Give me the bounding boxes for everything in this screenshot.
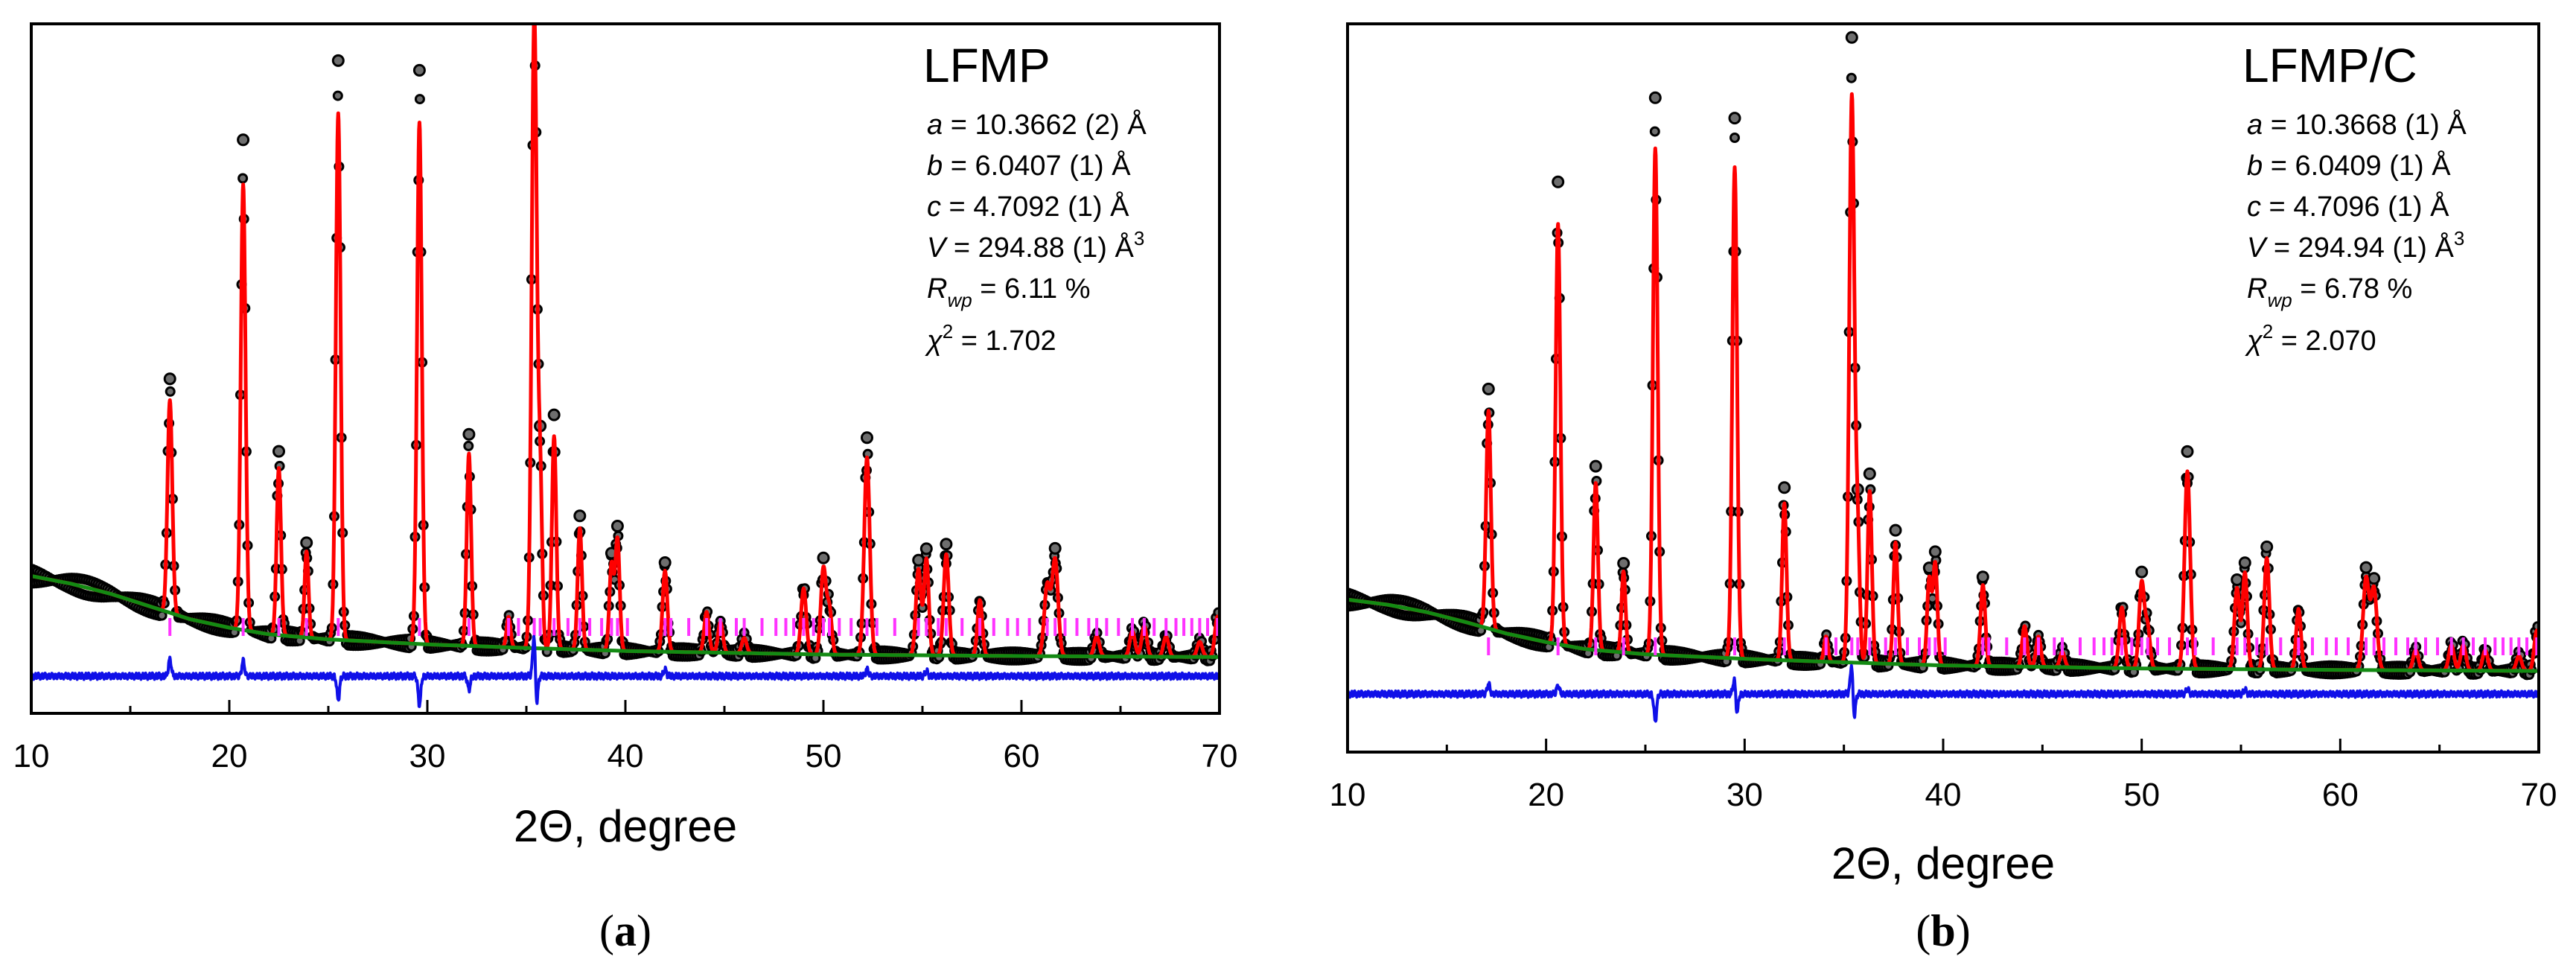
- observed-peak-point: [2181, 445, 2194, 458]
- observed-point: [1649, 126, 1660, 137]
- observed-peak-point: [547, 408, 561, 421]
- panel-a-param-c: c = 4.7092 (1) Å: [927, 190, 1129, 223]
- panel-a-plot-area: [31, 24, 1220, 708]
- observed-peak-point: [817, 551, 830, 564]
- panel-b-param-chi2: χ2 = 2.070: [2245, 320, 2376, 357]
- x-tick-label: 10: [13, 738, 50, 774]
- panel-a-param-v: V = 294.88 (1) Å3: [927, 227, 1144, 264]
- x-tick-label: 40: [1925, 777, 1962, 813]
- panel-a-param-a: a = 10.3662 (2) Å: [927, 108, 1147, 141]
- x-tick-label: 20: [211, 738, 248, 774]
- x-tick-label: 40: [608, 738, 644, 774]
- observed-peak-point: [1863, 467, 1876, 480]
- observed-peak-point: [912, 553, 925, 567]
- panel-b-x-ticks: 10 20 30 40 50 60 70: [1330, 739, 2557, 813]
- observed-peak-point: [1928, 545, 1942, 558]
- observed-peak-point: [1048, 541, 1062, 555]
- x-tick-label: 50: [2123, 777, 2160, 813]
- panel-a-sample-name: LFMP: [923, 39, 1051, 92]
- panel-b-chart: 10 20 30 40 50 60 70 2Θ, degree LFMP/C a = 10.…: [1330, 22, 2557, 955]
- observed-peak-point: [462, 427, 476, 441]
- panel-a-lattice-parameters: a = 10.3662 (2) Å b = 6.0407 (1) Å c = 4…: [925, 108, 1147, 357]
- x-tick-label: 50: [806, 738, 842, 774]
- panel-b-param-v: V = 294.94 (1) Å3: [2247, 227, 2464, 264]
- observed-peak-point: [300, 536, 313, 550]
- panel-b-sample-name: LFMP/C: [2242, 39, 2417, 92]
- x-tick-label: 30: [409, 738, 446, 774]
- x-tick-label: 20: [1528, 777, 1564, 813]
- observed-peak-point: [940, 538, 953, 551]
- observed-peak-point: [412, 63, 426, 77]
- observed-peak-point: [2238, 556, 2251, 570]
- panel-b-param-c: c = 4.7096 (1) Å: [2247, 190, 2449, 223]
- x-tick-label: 30: [1727, 777, 1763, 813]
- panel-b-lattice-parameters: a = 10.3668 (1) Å b = 6.0409 (1) Å c = 4…: [2245, 108, 2467, 357]
- panel-a-x-axis-title: 2Θ, degree: [514, 801, 737, 851]
- observed-peak-point: [1482, 382, 1495, 395]
- observed-point: [463, 440, 474, 451]
- observed-peak-point: [1845, 31, 1858, 44]
- observed-peak-point: [2260, 540, 2274, 553]
- observed-point: [414, 94, 425, 105]
- observed-peak-point: [2231, 573, 2244, 586]
- observed-peak-point: [331, 54, 345, 67]
- observed-peak-point: [919, 542, 933, 555]
- panel-b-param-rwp: Rwp = 6.78 %: [2247, 273, 2412, 311]
- panel-b-x-axis-title: 2Θ, degree: [1831, 838, 2055, 888]
- observed-peak-point: [658, 556, 672, 569]
- observed-peak-point: [610, 520, 624, 532]
- observed-peak-point: [2368, 572, 2381, 585]
- x-tick-label: 60: [1004, 738, 1040, 774]
- observed-point: [1846, 72, 1857, 83]
- panel-a-chart: 10 20 30 40 50 60 70 2Θ, degree LFMP a = 10.36…: [13, 22, 1238, 955]
- panel-a-param-b: b = 6.0407 (1) Å: [927, 149, 1131, 182]
- observed-peak-point: [237, 133, 250, 147]
- panel-a-label: (a): [599, 906, 651, 955]
- observed-point: [237, 173, 249, 184]
- observed-peak-point: [163, 372, 176, 386]
- observed-peak-point: [1617, 557, 1630, 570]
- observed-peak-point: [1648, 91, 1662, 104]
- observed-peak-point: [1889, 523, 1902, 537]
- observed-point: [165, 386, 176, 397]
- panel-a-param-rwp: Rwp = 6.11 %: [927, 273, 1091, 311]
- panel-a-x-ticks: 10 20 30 40 50 60 70: [13, 700, 1238, 774]
- observed-peak-point: [1589, 459, 1602, 473]
- observed-point: [332, 90, 343, 101]
- observed-peak-point: [861, 431, 873, 445]
- panel-a-param-chi2: χ2 = 1.702: [925, 320, 1056, 357]
- observed-peak-point: [1728, 112, 1741, 125]
- observed-peak-point: [2359, 561, 2373, 574]
- panel-b-param-a: a = 10.3668 (1) Å: [2247, 108, 2467, 141]
- x-tick-label: 70: [1202, 738, 1238, 774]
- panel-b-label: (b): [1916, 906, 1970, 955]
- observed-peak-point: [1778, 481, 1791, 494]
- x-tick-label: 70: [2521, 777, 2557, 813]
- x-tick-label: 10: [1330, 777, 1366, 813]
- x-tick-label: 60: [2322, 777, 2359, 813]
- panel-b-param-b: b = 6.0409 (1) Å: [2247, 149, 2451, 182]
- observed-point: [1729, 133, 1740, 143]
- observed-peak-point: [1976, 570, 1989, 584]
- observed-peak-point: [1552, 175, 1565, 188]
- observed-peak-point: [2135, 565, 2149, 579]
- observed-peak-point: [272, 445, 285, 458]
- observed-peak-point: [573, 509, 587, 523]
